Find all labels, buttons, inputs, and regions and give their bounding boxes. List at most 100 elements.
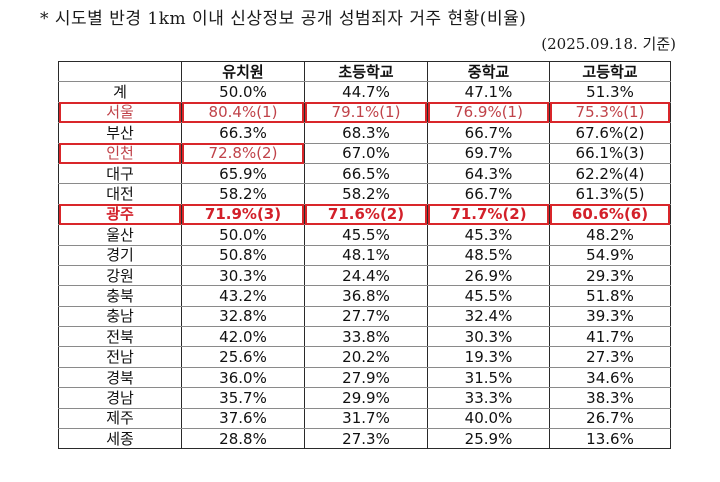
value-text: 51.3% (586, 83, 634, 102)
offender-ratio-table: 유치원 초등학교 중학교 고등학교 계 50.0% 44.7% 47.1% 51.3% 서… (58, 60, 671, 450)
value-cell: 67.6%(2) (549, 122, 671, 144)
value-text: 32.8% (219, 307, 267, 326)
value-text: 51.8% (586, 286, 634, 305)
value-cell: 47.1% (427, 81, 550, 103)
header-elementary: 초등학교 (304, 60, 428, 83)
region-label: 강원 (106, 266, 134, 285)
region-cell: 경북 (58, 366, 182, 389)
value-cell: 45.5% (304, 224, 428, 246)
value-text: 50.0% (219, 225, 267, 244)
value-cell-highlighted: 71.9%(3) (181, 203, 305, 227)
value-cell: 36.0% (181, 366, 305, 389)
value-cell-highlighted: 75.3%(1) (549, 101, 671, 125)
value-cell: 27.7% (304, 305, 428, 328)
value-cell: 50.0% (181, 224, 305, 246)
value-cell-highlighted: 80.4%(1) (181, 101, 305, 125)
region-label: 경남 (106, 388, 134, 407)
value-cell: 58.2% (304, 183, 428, 205)
region-cell: 대전 (58, 183, 182, 205)
value-text: 66.1%(3) (575, 144, 645, 163)
value-cell: 41.7% (549, 326, 671, 348)
value-cell-highlighted: 71.7%(2) (427, 203, 550, 227)
table-row: 세종 28.8% 27.3% 25.9% 13.6% (58, 428, 671, 450)
table-row: 계 50.0% 44.7% 47.1% 51.3% (58, 81, 671, 103)
value-cell: 30.3% (427, 326, 550, 348)
region-label: 경북 (106, 368, 134, 387)
table-body: 계 50.0% 44.7% 47.1% 51.3% 서울 80.4%(1) 79.1%(1) 7… (58, 81, 671, 450)
region-label: 세종 (106, 429, 134, 448)
value-text: 45.5% (464, 286, 513, 305)
region-cell: 경기 (58, 244, 182, 266)
value-cell: 66.7% (427, 183, 550, 205)
value-cell: 62.2%(4) (549, 162, 671, 185)
value-cell: 33.8% (304, 326, 428, 348)
value-text: 61.3%(5) (575, 185, 645, 204)
table-row: 경남 35.7% 29.9% 33.3% 38.3% (58, 387, 671, 409)
value-cell: 54.9% (549, 244, 671, 266)
value-text: 13.6% (586, 429, 634, 448)
value-cell: 29.3% (549, 264, 671, 287)
value-text: 39.3% (586, 307, 634, 326)
value-text: 66.7% (464, 185, 513, 204)
value-cell: 25.9% (427, 428, 550, 450)
value-text: 34.6% (586, 368, 634, 387)
value-cell: 68.3% (304, 122, 428, 144)
value-text: 25.9% (464, 429, 513, 448)
value-text: 33.3% (464, 388, 513, 407)
value-text: 45.5% (342, 225, 390, 244)
value-text: 65.9% (219, 164, 267, 183)
value-cell: 13.6% (549, 428, 671, 450)
value-cell: 66.5% (304, 162, 428, 185)
value-text: 71.6%(2) (327, 205, 405, 224)
value-text: 31.7% (342, 409, 390, 428)
value-cell: 35.7% (181, 387, 305, 409)
value-cell: 38.3% (549, 387, 671, 409)
region-cell: 충북 (58, 285, 182, 307)
table-row: 대구 65.9% 66.5% 64.3% 62.2%(4) (58, 162, 671, 185)
value-text: 50.0% (219, 83, 267, 102)
value-text: 79.1%(1) (331, 103, 401, 122)
value-text: 40.0% (464, 409, 513, 428)
region-label: 경기 (106, 246, 134, 265)
table-row: 강원 30.3% 24.4% 26.9% 29.3% (58, 264, 671, 287)
value-text: 71.9%(3) (204, 205, 282, 224)
value-text: 25.6% (219, 348, 267, 367)
value-cell: 66.1%(3) (549, 142, 671, 164)
value-cell: 50.0% (181, 81, 305, 103)
value-text: 44.7% (342, 83, 390, 102)
value-text: 48.2% (586, 225, 634, 244)
table-row: 전북 42.0% 33.8% 30.3% 41.7% (58, 326, 671, 348)
region-label: 서울 (106, 103, 134, 122)
value-cell: 33.3% (427, 387, 550, 409)
region-cell: 제주 (58, 407, 182, 430)
value-cell: 67.0% (304, 142, 428, 164)
value-cell: 24.4% (304, 264, 428, 287)
value-text: 67.6%(2) (575, 123, 645, 142)
region-cell: 전남 (58, 346, 182, 368)
value-text: 31.5% (464, 368, 513, 387)
value-cell: 58.2% (181, 183, 305, 205)
region-label: 인천 (106, 144, 134, 163)
region-cell: 계 (58, 81, 182, 103)
region-cell: 부산 (58, 122, 182, 144)
header-middle: 중학교 (427, 60, 550, 83)
value-cell: 19.3% (427, 346, 550, 368)
value-cell: 26.7% (549, 407, 671, 430)
value-text: 27.3% (342, 429, 390, 448)
value-text: 41.7% (586, 327, 634, 346)
value-cell: 51.3% (549, 81, 671, 103)
value-cell: 61.3%(5) (549, 183, 671, 205)
value-text: 71.7%(2) (450, 205, 527, 224)
table-row: 전남 25.6% 20.2% 19.3% 27.3% (58, 346, 671, 368)
value-cell: 44.7% (304, 81, 428, 103)
value-cell-highlighted: 72.8%(2) (181, 142, 305, 165)
value-cell: 32.8% (181, 305, 305, 328)
value-cell: 65.9% (181, 162, 305, 185)
value-cell: 27.3% (304, 428, 428, 450)
value-cell: 42.0% (181, 326, 305, 348)
region-cell-highlighted: 인천 (58, 142, 182, 165)
value-cell: 45.3% (427, 224, 550, 246)
value-text: 58.2% (219, 185, 267, 204)
value-text: 50.8% (219, 246, 267, 265)
value-text: 54.9% (586, 246, 634, 265)
